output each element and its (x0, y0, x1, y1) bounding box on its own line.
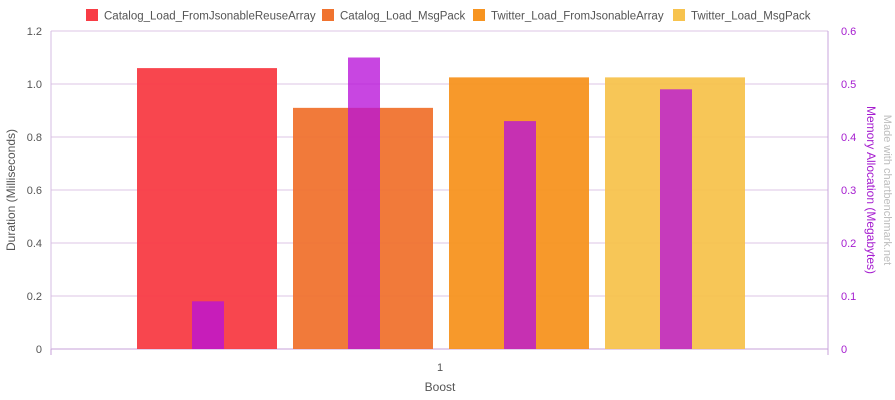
duration-bars (137, 68, 745, 349)
legend-label: Catalog_Load_MsgPack (340, 11, 466, 23)
y2-tick-label: 0.1 (841, 291, 856, 303)
legend-item[interactable]: Twitter_Load_MsgPack (673, 9, 811, 23)
y-tick-label: 0.4 (27, 238, 42, 250)
memory-bar-Twitter_Load_MsgPack (660, 89, 692, 350)
legend-label: Catalog_Load_FromJsonableReuseArray (104, 11, 316, 23)
x-axis-title: Boost (425, 380, 456, 394)
watermark-text: Made with chartbenchmark.net (881, 115, 893, 265)
memory-bar-Catalog_Load_FromJsonableReuseArray (192, 301, 224, 349)
axes: 0 0.2 0.4 0.6 0.8 1.0 1.2 0 0.1 0.2 0.3 0.4 0.5 0.6 (27, 26, 857, 356)
y2-tick-label: 0.6 (841, 26, 856, 38)
legend-swatch (86, 9, 98, 21)
y-tick-label: 0.8 (27, 132, 42, 144)
y2-axis-title: Memory Allocation (Megabytes) (864, 106, 878, 274)
legend-swatch (473, 9, 485, 21)
y2-tick-label: 0.4 (841, 132, 856, 144)
y2-tick-label: 0 (841, 344, 847, 356)
legend-item[interactable]: Catalog_Load_MsgPack (322, 9, 466, 23)
x-tick-label: 1 (437, 362, 443, 374)
memory-bar-Twitter_Load_FromJsonableArray (504, 121, 536, 349)
y-axis-title: Duration (Milliseconds) (4, 129, 18, 251)
legend-swatch (322, 9, 334, 21)
memory-bar-Catalog_Load_MsgPack (348, 57, 380, 349)
legend-label: Twitter_Load_FromJsonableArray (491, 11, 664, 23)
legend-swatch (673, 9, 685, 21)
y-tick-label: 0 (36, 344, 42, 356)
y2-tick-label: 0.5 (841, 79, 856, 91)
y-tick-label: 0.6 (27, 185, 42, 197)
legend-item[interactable]: Twitter_Load_FromJsonableArray (473, 9, 664, 23)
axis-labels: 1 Boost Duration (Milliseconds) Memory A… (4, 106, 893, 394)
legend: Catalog_Load_FromJsonableReuseArray Catal… (86, 9, 811, 23)
y2-tick-label: 0.3 (841, 185, 856, 197)
y2-tick-label: 0.2 (841, 238, 856, 250)
legend-label: Twitter_Load_MsgPack (691, 11, 811, 23)
y-tick-label: 1.2 (27, 26, 42, 38)
memory-bars (192, 57, 692, 350)
legend-item[interactable]: Catalog_Load_FromJsonableReuseArray (86, 9, 316, 23)
y-tick-label: 1.0 (27, 79, 42, 91)
y-tick-label: 0.2 (27, 291, 42, 303)
